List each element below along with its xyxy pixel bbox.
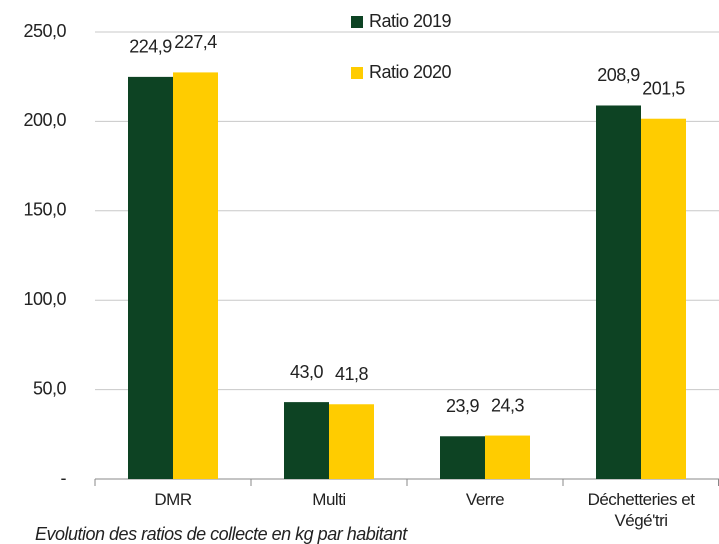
legend-label: Ratio 2020 [369,62,452,82]
legend-label: Ratio 2019 [369,11,452,31]
bar [641,118,686,479]
bar [596,105,641,479]
y-tick-label: - [61,468,67,488]
y-tick-label: 200,0 [23,110,66,130]
y-tick-label: 100,0 [23,289,66,309]
y-tick-label: 250,0 [23,21,66,41]
data-label: 201,5 [642,78,685,98]
y-tick-label: 150,0 [23,200,66,220]
bar [128,76,173,480]
x-tick-label: Verre [465,490,505,509]
data-label: 224,9 [129,37,172,57]
x-tick-label: DMR [154,490,192,509]
data-label: 41,8 [335,364,369,384]
bar [440,436,485,479]
legend-swatch [351,16,363,28]
data-label: 227,4 [174,32,217,52]
data-label: 208,9 [597,65,640,85]
x-tick-label: Déchetteries et Végé'tri [587,490,695,530]
data-label: 43,0 [290,362,324,382]
data-label: 23,9 [446,396,480,416]
y-tick-label: 50,0 [33,378,67,398]
bar [485,435,530,479]
bar [329,404,374,479]
legend-swatch [351,67,363,79]
chart-subtitle: Evolution des ratios de collecte en kg p… [35,524,408,544]
x-tick-label: Multi [312,490,346,509]
bar [173,72,218,479]
bar [284,402,329,479]
data-label: 24,3 [491,395,525,415]
